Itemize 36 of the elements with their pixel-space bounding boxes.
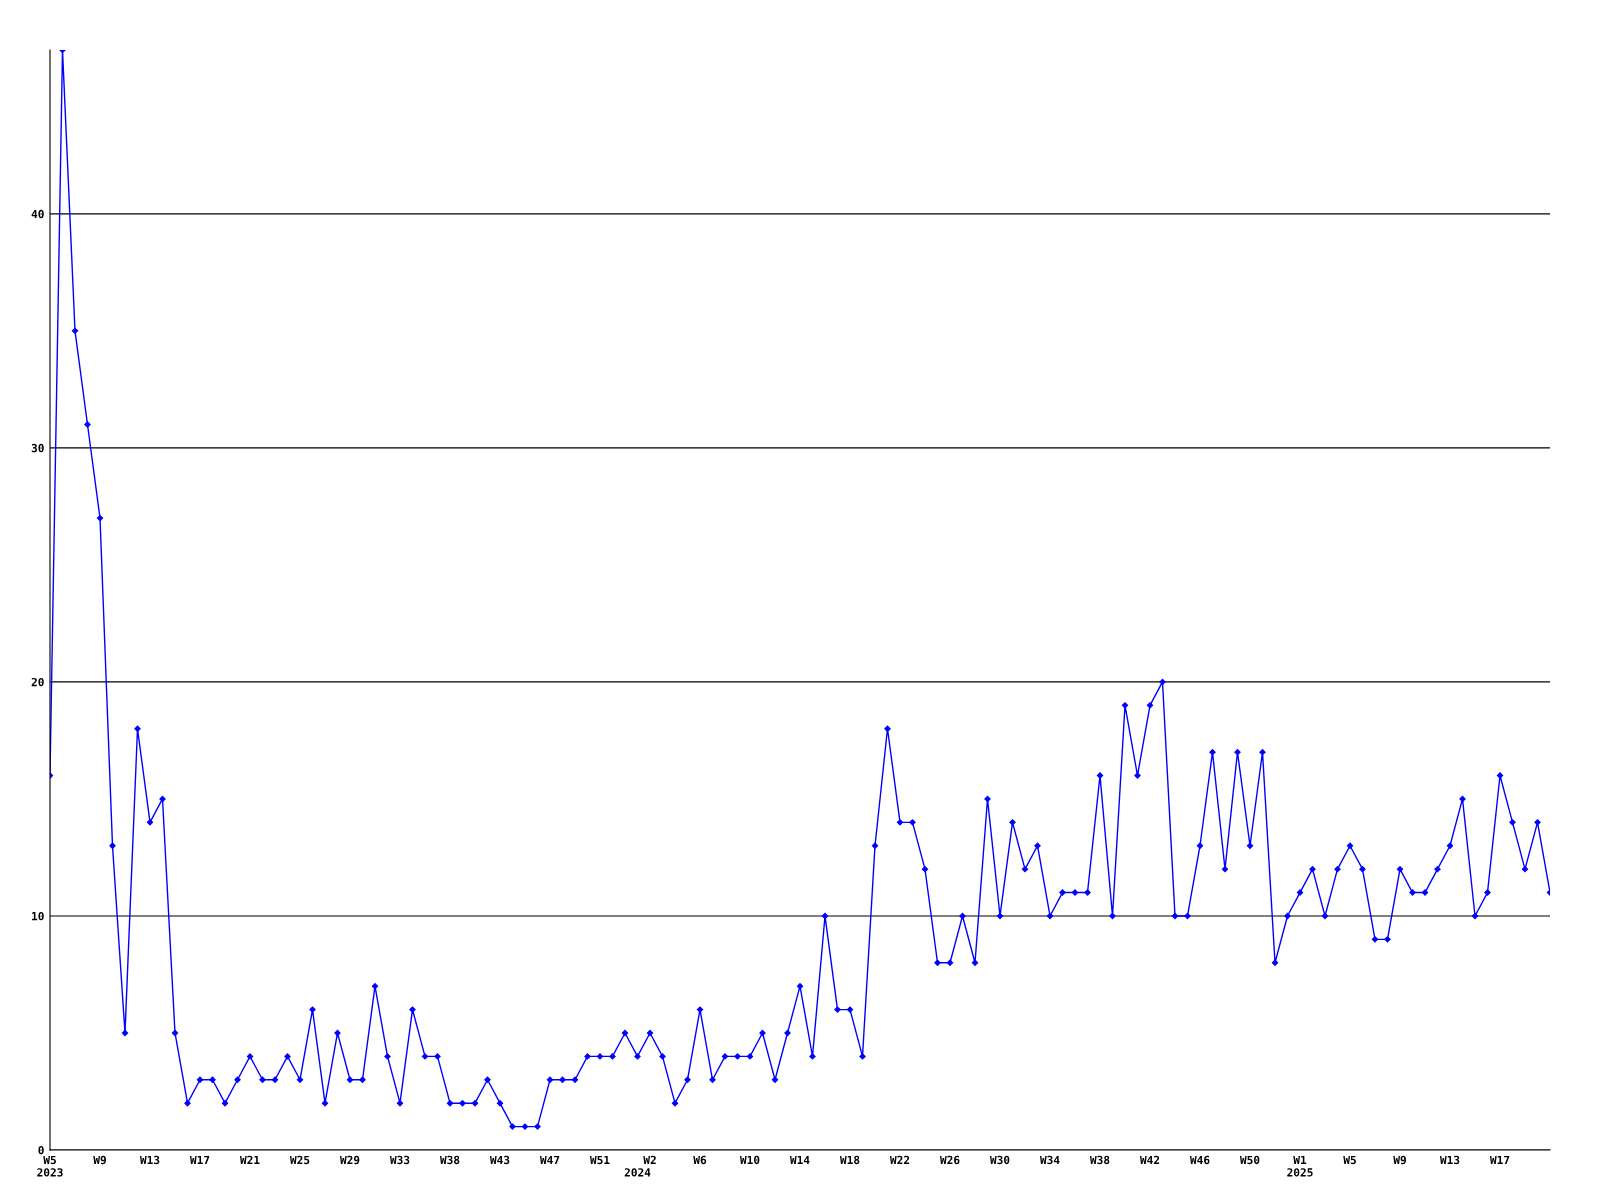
y-tick-label: 30 (31, 443, 44, 453)
x-tick-label: W25 (289, 1155, 310, 1165)
x-tick-label: W34 (1039, 1155, 1060, 1165)
x-tick-label: W17 (1489, 1155, 1510, 1164)
y-tick-label: 10 (32, 911, 44, 921)
x-tick-label: W2 (643, 1155, 656, 1164)
x-tick-label: W10 (739, 1155, 760, 1165)
x-tick-label: W42 (1139, 1155, 1160, 1164)
x-tick-label: W38 (1089, 1155, 1110, 1165)
x-tick-label: W14 (789, 1155, 810, 1164)
x-tick-label: W47 (539, 1155, 560, 1164)
x-tick-label: W22 (889, 1155, 910, 1164)
x-tick-label: W17 (189, 1155, 210, 1164)
x-tick-label: W9 (1393, 1155, 1406, 1165)
x-tick-label: W1 2025 (1287, 1155, 1313, 1177)
x-tick-label: W38 (439, 1155, 460, 1165)
x-tick-label: W5 2023 (37, 1155, 63, 1177)
x-tick-label: W6 (693, 1155, 707, 1165)
x-tick-label: W13 (139, 1155, 160, 1165)
x-tick-label: W50 (1239, 1155, 1260, 1165)
x-tick-label: W13 (1439, 1155, 1460, 1165)
x-tick-label: W9 (93, 1155, 106, 1165)
x-tick-label: W26 (939, 1155, 960, 1165)
x-tick-label: W21 (239, 1155, 260, 1164)
x-tick-label: 2024 (624, 1168, 651, 1177)
x-tick-label: W43 (489, 1155, 510, 1165)
x-tick-label: W18 (839, 1155, 860, 1165)
y-tick-label: 0 (38, 1145, 44, 1155)
x-tick-label: W30 (989, 1155, 1010, 1165)
x-tick-label: W46 (1189, 1155, 1210, 1165)
x-tick-label: W51 (589, 1155, 610, 1165)
x-tick-label: W33 (389, 1155, 410, 1165)
x-tick-label: W5 (1343, 1155, 1356, 1165)
y-tick-label: 40 (31, 209, 44, 219)
x-tick-label: W29 (339, 1155, 360, 1165)
y-tick-label: 20 (31, 677, 44, 687)
